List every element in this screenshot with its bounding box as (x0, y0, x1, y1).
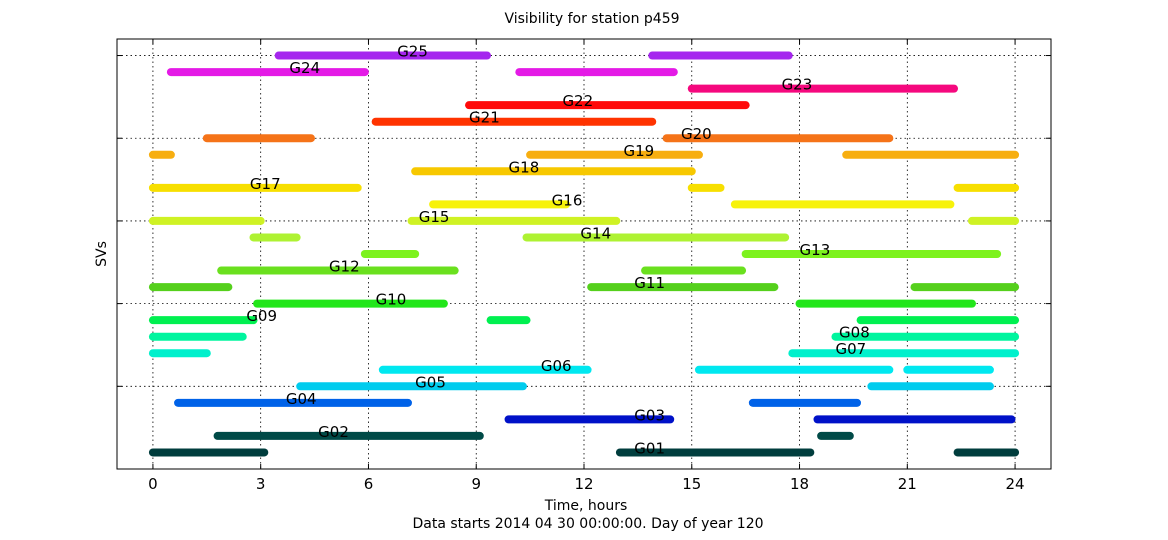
x-tick-label: 9 (471, 475, 481, 493)
chart-title: Visibility for station p459 (504, 11, 679, 27)
sv-label-g23: G23 (782, 76, 813, 94)
sv-label-g11: G11 (634, 274, 665, 292)
x-axis-label: Time, hours (544, 498, 628, 514)
x-tick-label: 12 (574, 475, 593, 493)
x-tick-label: 21 (898, 475, 917, 493)
sv-label-g05: G05 (415, 373, 446, 391)
sv-label-g01: G01 (634, 439, 665, 457)
sv-label-g18: G18 (509, 158, 540, 176)
sv-label-g22: G22 (562, 92, 593, 110)
x-tick-label: 24 (1006, 475, 1025, 493)
sv-label-g09: G09 (246, 307, 277, 325)
sv-label-g19: G19 (624, 142, 655, 160)
sv-label-g02: G02 (318, 423, 349, 441)
sv-label-g16: G16 (552, 191, 583, 209)
sv-label-g10: G10 (376, 291, 407, 309)
sv-label-g04: G04 (286, 390, 317, 408)
x-tick-label: 15 (682, 475, 701, 493)
sv-label-g08: G08 (839, 324, 870, 342)
y-axis-label: SVs (94, 241, 110, 267)
sv-label-g20: G20 (681, 125, 712, 143)
sv-label-g24: G24 (289, 59, 320, 77)
x-tick-label: 3 (256, 475, 266, 493)
x-tick-label: 18 (790, 475, 809, 493)
sv-label-g25: G25 (397, 43, 428, 61)
sv-label-g15: G15 (419, 208, 450, 226)
sv-label-g14: G14 (580, 224, 611, 242)
visibility-bars (148, 51, 1020, 457)
sv-label-g13: G13 (800, 241, 831, 259)
sv-label-g07: G07 (835, 340, 866, 358)
axis-ticks: 0 3 6 9 12 15 18 21 24 (117, 39, 1051, 493)
x-axis-sublabel: Data starts 2014 04 30 00:00:00. Day of … (412, 516, 763, 532)
sv-label-g21: G21 (469, 109, 500, 127)
x-tick-label: 0 (148, 475, 158, 493)
sv-label-g03: G03 (634, 406, 665, 424)
x-tick-label: 6 (364, 475, 374, 493)
sv-label-g17: G17 (250, 175, 281, 193)
sv-label-g06: G06 (541, 357, 572, 375)
sv-label-g12: G12 (329, 258, 360, 276)
